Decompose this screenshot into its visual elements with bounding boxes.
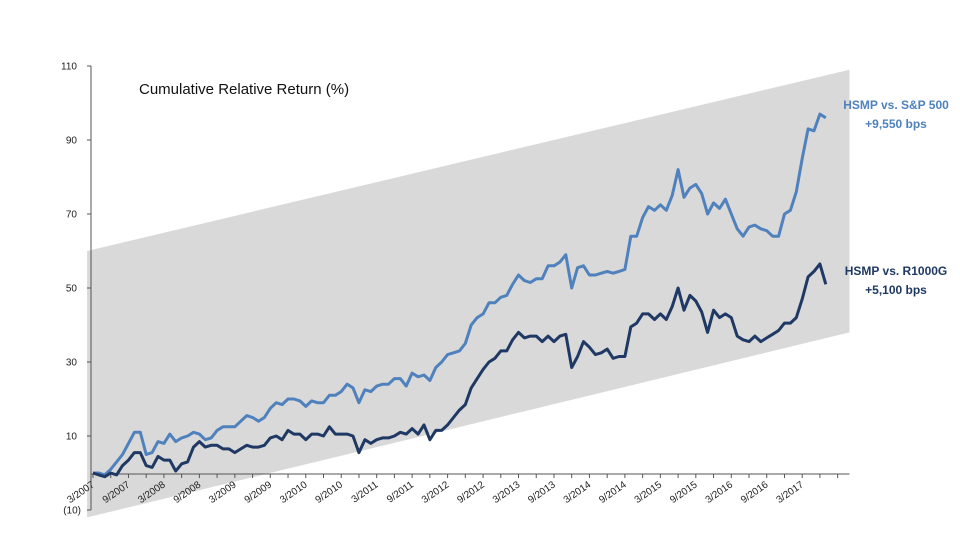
series-line-r1000g [92,262,828,479]
x-tick-label: 3/2010 [278,479,310,506]
annotation-r1000g-name: HSMP vs. R1000G [845,264,948,278]
x-tick-label: 3/2016 [704,479,736,506]
annotation-sp500-name: HSMP vs. S&P 500 [843,98,949,112]
y-tick-label: 50 [66,284,78,295]
x-tick-label: 3/2017 [775,479,807,506]
x-tick-label: 9/2013 [526,479,558,506]
y-tick-label: 90 [66,136,78,147]
series-lines [92,112,828,479]
x-tick-label: 9/2009 [243,479,275,506]
range-band [87,69,850,518]
x-tick-label: 9/2015 [668,479,700,506]
x-tick-label: 9/2016 [739,479,771,506]
x-tick-label: 9/2012 [455,479,487,506]
annotation-sp500-value: +9,550 bps [865,117,927,131]
series-line-sp500 [93,112,827,477]
y-tick-label: 110 [61,62,77,73]
x-tick-label: 3/2011 [350,479,381,505]
x-tick-label: 9/2014 [597,479,629,506]
x-tick-label: 3/2013 [491,479,523,506]
chart-title: Cumulative Relative Return (%) [139,81,349,98]
y-tick-label: 30 [66,358,78,369]
x-tick-label: 3/2015 [633,479,665,506]
x-tick-label: 3/2014 [562,479,594,506]
x-tick-label: 9/2010 [314,479,346,506]
y-tick-label-bottom: (10) [63,506,81,517]
y-tick-label: 10 [66,432,78,443]
y-tick-label: 70 [66,210,78,221]
series-annotations: HSMP vs. S&P 500 +9,550 bps HSMP vs. R10… [843,98,949,297]
annotation-r1000g-value: +5,100 bps [865,283,927,297]
y-axis: 110 90 70 50 30 10 [61,62,92,511]
x-tick-label: 3/2012 [420,479,452,506]
x-tick-label: 9/2011 [385,479,416,505]
